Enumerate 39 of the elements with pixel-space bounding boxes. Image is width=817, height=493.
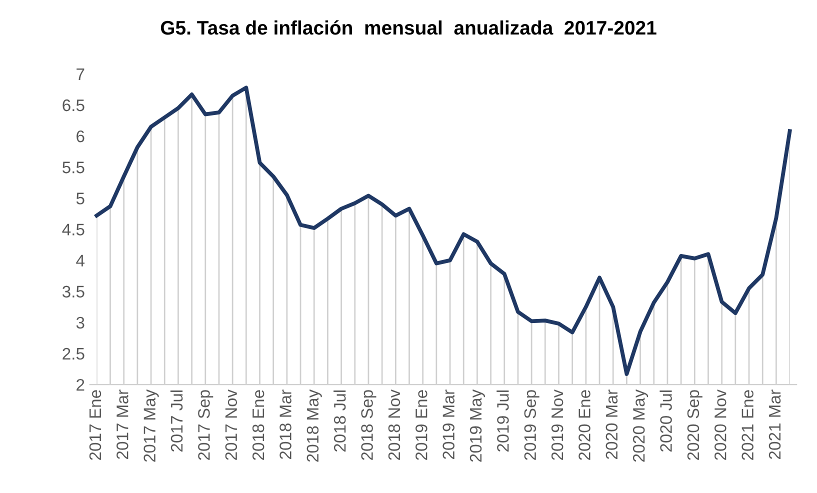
x-tick-label: 2018 Jul [334, 390, 346, 452]
y-tick-label: 4 [76, 254, 85, 266]
y-tick-label: 3.5 [62, 286, 84, 298]
x-tick-label: 2019 Ene [416, 390, 428, 460]
x-tick-label: 2020 Ene [578, 390, 590, 460]
y-tick-label: 6 [76, 130, 84, 142]
chart-title: G5. Tasa de inflación mensual anualizada 2017-2021 [160, 20, 656, 35]
y-tick-label: 2 [76, 378, 84, 391]
x-tick-label: 2017 Sep [198, 390, 214, 460]
x-tick-label: 2020 Sep [687, 390, 702, 460]
x-tick-label: 2017 Ene [89, 390, 102, 460]
y-tick-label: 5.5 [62, 162, 84, 174]
x-tick-label: 2021 Mar [768, 390, 781, 459]
x-tick-label: 2019 Jul [496, 390, 509, 452]
x-tick-label: 2019 Sep [524, 390, 540, 460]
x-tick-label: 2021 Ene [742, 390, 754, 460]
y-tick-label: 7 [76, 68, 84, 80]
x-tick-label: 2018 Ene [252, 390, 264, 460]
y-tick-label: 6.5 [62, 99, 84, 112]
x-tick-label: 2020 Jul [660, 390, 672, 452]
y-tick-label: 3 [76, 316, 84, 329]
x-tick-label: 2018 Sep [361, 390, 376, 460]
y-tick-label: 2.5 [62, 348, 84, 360]
x-tick-label: 2020 Nov [714, 389, 726, 460]
x-tick-label: 2018 Nov [388, 389, 400, 460]
x-tick-label: 2017 Jul [170, 390, 183, 452]
x-tick-label: 2018 May [306, 389, 322, 462]
x-tick-label: 2017 May [144, 389, 159, 462]
y-tick-label: 5 [76, 192, 84, 204]
x-tick-label: 2020 Mar [606, 390, 618, 459]
x-tick-label: 2017 Nov [225, 389, 238, 460]
line-series [94, 86, 792, 376]
x-tick-label: 2019 May [470, 389, 485, 462]
x-tick-label: 2017 Mar [116, 390, 128, 459]
x-tick-label: 2019 Mar [442, 390, 454, 459]
x-tick-label: 2018 Mar [280, 390, 292, 459]
x-tick-label: 2019 Nov [551, 389, 564, 460]
x-tick-label: 2020 May [632, 389, 648, 462]
y-tick-label: 4.5 [62, 224, 84, 236]
